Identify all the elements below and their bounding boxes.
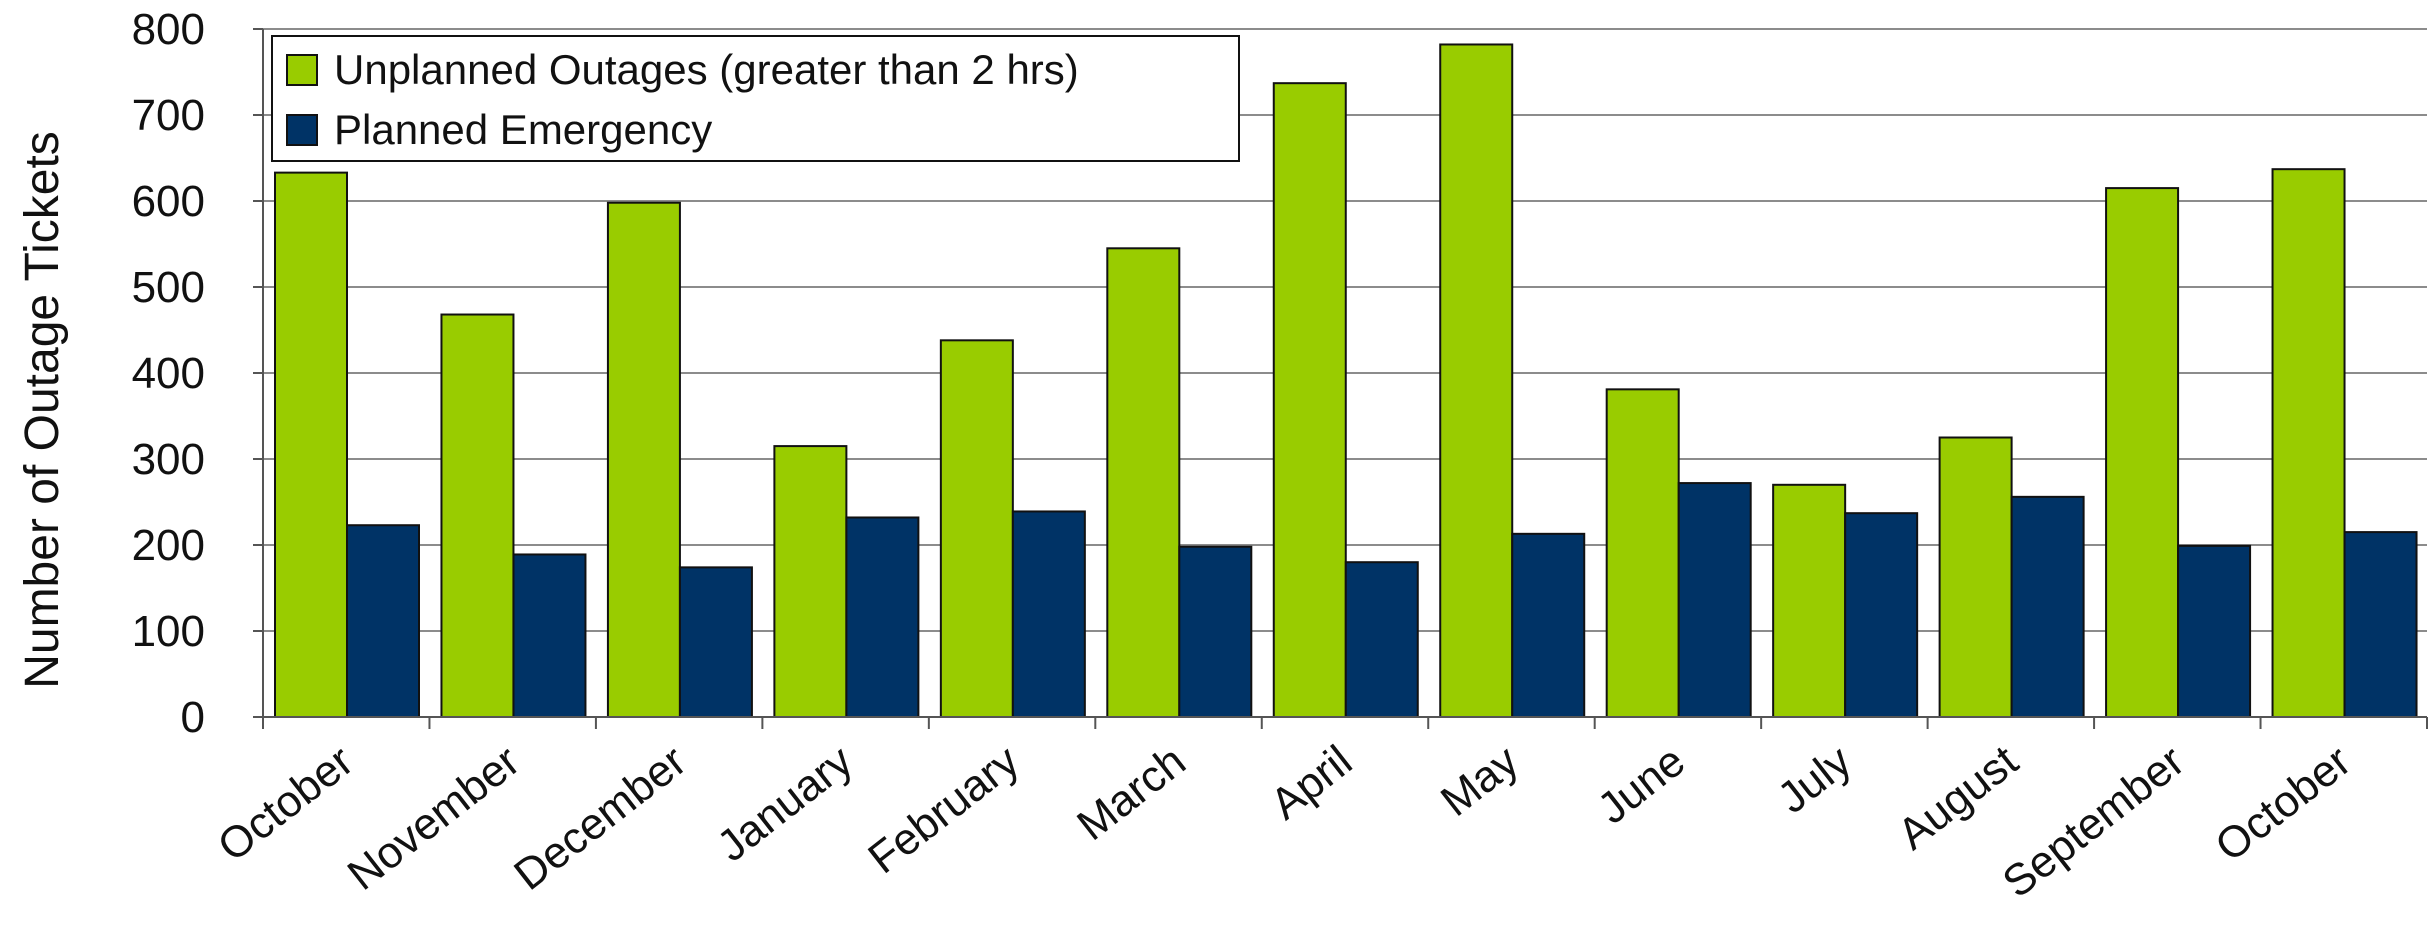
x-tick-label: August — [1889, 736, 2027, 859]
y-tick-label: 100 — [132, 607, 205, 656]
x-tick-label: February — [859, 736, 1028, 883]
bar-planned-emergency — [845, 516, 920, 718]
legend-label-unplanned: Unplanned Outages (greater than 2 hrs) — [334, 46, 1079, 93]
x-tick-label: November — [339, 736, 529, 900]
x-tick-label: October — [209, 736, 363, 871]
bar-planned-emergency — [678, 566, 753, 718]
bar-unplanned-outages — [1439, 43, 1514, 719]
x-tick-label: October — [2206, 736, 2360, 871]
bar-unplanned-outages — [606, 201, 681, 719]
legend: Unplanned Outages (greater than 2 hrs) P… — [271, 35, 1240, 162]
bar-unplanned-outages — [1106, 247, 1181, 719]
bar-planned-emergency — [1011, 510, 1086, 718]
x-tick-label: January — [708, 736, 862, 871]
x-tick-label: May — [1432, 736, 1528, 826]
axes — [253, 28, 2428, 729]
y-tick-label: 300 — [132, 435, 205, 484]
bar-planned-emergency — [1844, 512, 1919, 718]
x-tick-label: July — [1769, 736, 1861, 823]
y-tick-label: 700 — [132, 91, 205, 140]
y-tick-label: 500 — [132, 263, 205, 312]
y-tick-label: 600 — [132, 177, 205, 226]
bar-unplanned-outages — [1938, 436, 2013, 718]
bar-planned-emergency — [1511, 532, 1586, 718]
y-tick-labels: 0 100 200 300 400 500 600 700 800 — [132, 5, 205, 742]
bar-planned-emergency — [346, 524, 420, 718]
x-tick-label: April — [1262, 736, 1362, 829]
y-tick-label: 200 — [132, 521, 205, 570]
bar-unplanned-outages — [274, 171, 348, 718]
bar-planned-emergency — [1677, 482, 1752, 718]
bar-unplanned-outages — [1605, 388, 1680, 718]
bar-planned-emergency — [2010, 495, 2085, 718]
y-axis-label: Number of Outage Tickets — [16, 131, 69, 689]
bar-unplanned-outages — [1772, 483, 1847, 718]
x-tick-label: June — [1589, 736, 1694, 833]
bar-unplanned-outages — [939, 339, 1014, 718]
legend-swatch-unplanned — [286, 54, 318, 86]
bar-series — [274, 43, 2418, 719]
y-tick-label: 800 — [132, 5, 205, 54]
legend-swatch-planned — [286, 114, 318, 146]
bar-unplanned-outages — [773, 445, 848, 718]
x-tick-label: September — [1994, 736, 2194, 907]
bar-planned-emergency — [2177, 544, 2252, 718]
legend-box — [271, 35, 1240, 162]
bar-planned-emergency — [512, 553, 587, 719]
bar-unplanned-outages — [440, 313, 515, 718]
bar-unplanned-outages — [2271, 168, 2346, 718]
x-tick-label: December — [505, 736, 695, 900]
x-tick-label: March — [1068, 736, 1195, 850]
y-tick-label: 0 — [181, 693, 205, 742]
bar-unplanned-outages — [1272, 82, 1347, 719]
bar-planned-emergency — [2343, 531, 2418, 718]
legend-label-planned: Planned Emergency — [334, 106, 712, 153]
bar-planned-emergency — [1344, 561, 1419, 719]
bar-planned-emergency — [1178, 545, 1253, 718]
y-tick-label: 400 — [132, 349, 205, 398]
bar-unplanned-outages — [2105, 187, 2180, 719]
